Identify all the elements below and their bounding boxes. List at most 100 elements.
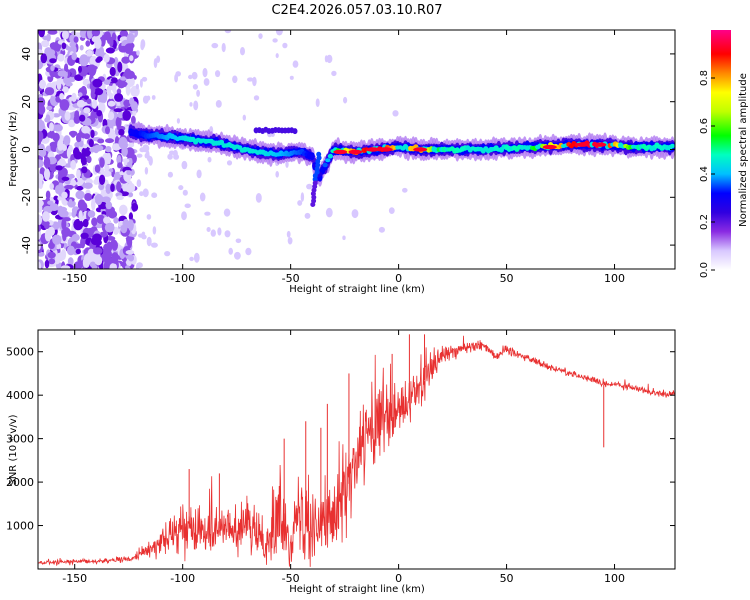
- noise-blob: [87, 210, 96, 218]
- noise-blob: [57, 196, 63, 201]
- noise-blob: [38, 214, 43, 226]
- noise-blob: [98, 183, 105, 190]
- ridge-peak: [592, 142, 607, 147]
- noise-blob: [81, 166, 88, 174]
- noise-blob: [105, 201, 113, 210]
- noise-blob: [115, 116, 122, 129]
- y-tick-label: 0: [20, 146, 33, 153]
- noise-blob: [142, 95, 149, 104]
- noise-blob: [86, 98, 92, 105]
- noise-blob: [118, 136, 128, 149]
- noise-blob: [192, 84, 198, 90]
- x-tick-label: -150: [62, 572, 87, 585]
- noise-blob: [49, 122, 54, 132]
- noise-blob: [59, 99, 70, 111]
- noise-blob: [38, 30, 45, 38]
- spectrogram-x-ticks: -150 -100 -50 0 50 100: [62, 30, 625, 285]
- noise-blob: [128, 212, 133, 221]
- noise-blob: [87, 248, 95, 259]
- noise-blob: [136, 153, 143, 158]
- noise-blob: [57, 206, 68, 213]
- noise-blob: [42, 211, 50, 222]
- noise-blob: [178, 185, 184, 191]
- noise-blob: [108, 210, 118, 219]
- noise-blob: [182, 189, 188, 196]
- noise-blob: [95, 193, 103, 206]
- ridge-cell: [327, 153, 333, 159]
- noise-blob: [109, 36, 114, 48]
- noise-blob: [66, 245, 75, 256]
- noise-blob: [70, 159, 77, 170]
- noise-blob: [203, 78, 210, 86]
- snr-y-label: SNR (10 * v/v): [8, 414, 19, 485]
- noise-blob: [39, 148, 47, 157]
- colorbar-tick-label: 0.0: [699, 262, 710, 278]
- ridge-peak: [542, 144, 557, 150]
- snr-y-ticks: 1000 2000 3000 4000 5000: [6, 346, 675, 533]
- noise-blob: [119, 76, 127, 81]
- noise-blob: [83, 107, 91, 114]
- noise-blob: [73, 36, 79, 43]
- noise-blob: [272, 38, 278, 43]
- noise-blob: [111, 77, 118, 84]
- noise-blob: [211, 42, 219, 49]
- noise-blob: [189, 256, 194, 262]
- noise-blob: [104, 163, 110, 173]
- snr-marks: [38, 334, 675, 567]
- ridge-cell: [314, 166, 320, 172]
- noise-blob: [164, 251, 171, 257]
- snr-background: [38, 330, 675, 569]
- noise-blob: [105, 138, 114, 144]
- noise-blob: [57, 159, 67, 167]
- noise-blob: [87, 64, 97, 75]
- spectrogram-y-label: Frequency (Hz): [8, 111, 19, 187]
- noise-blob: [124, 68, 132, 80]
- ridge-peak: [348, 149, 363, 155]
- noise-blob: [46, 105, 53, 111]
- ridge-cell: [325, 158, 331, 163]
- noise-blob: [196, 89, 201, 97]
- noise-blob: [242, 114, 246, 121]
- spectrogram-panel: -150 -100 -50 0 50 100 -40 -20 0 20 40 Height of …: [8, 29, 676, 295]
- noise-blob: [71, 52, 77, 61]
- noise-blob: [95, 50, 102, 57]
- noise-blob: [38, 251, 45, 257]
- noise-blob: [188, 74, 193, 80]
- noise-blob: [64, 184, 74, 190]
- noise-blob: [76, 135, 82, 143]
- noise-blob: [90, 129, 95, 139]
- noise-blob: [55, 165, 63, 171]
- noise-blob: [128, 254, 135, 262]
- noise-blob: [191, 71, 198, 80]
- noise-blob: [297, 200, 303, 206]
- noise-blob: [47, 226, 55, 236]
- noise-blob: [38, 133, 42, 144]
- noise-blob: [76, 169, 81, 180]
- noise-blob: [68, 179, 77, 187]
- noise-blob: [73, 261, 83, 269]
- noise-blob: [44, 87, 55, 96]
- noise-blob: [127, 219, 134, 231]
- noise-blob: [103, 79, 111, 85]
- noise-blob: [57, 53, 65, 62]
- noise-blob: [44, 259, 50, 269]
- noise-blob: [232, 75, 238, 84]
- noise-blob: [156, 55, 161, 63]
- noise-blob: [167, 153, 173, 160]
- noise-blob: [71, 233, 80, 242]
- noise-blob: [122, 218, 130, 229]
- noise-blob: [57, 70, 67, 77]
- noise-blob: [286, 230, 291, 238]
- noise-blob: [275, 53, 279, 59]
- noise-blob: [326, 54, 333, 64]
- noise-blob: [110, 239, 118, 249]
- noise-blob: [221, 42, 226, 53]
- noise-blob: [117, 162, 123, 169]
- noise-blob: [71, 92, 77, 102]
- noise-blob: [135, 83, 139, 90]
- noise-blob: [234, 251, 241, 260]
- noise-blob: [69, 41, 76, 48]
- noise-blob: [84, 193, 93, 201]
- noise-blob: [181, 211, 187, 221]
- noise-blob: [139, 191, 144, 197]
